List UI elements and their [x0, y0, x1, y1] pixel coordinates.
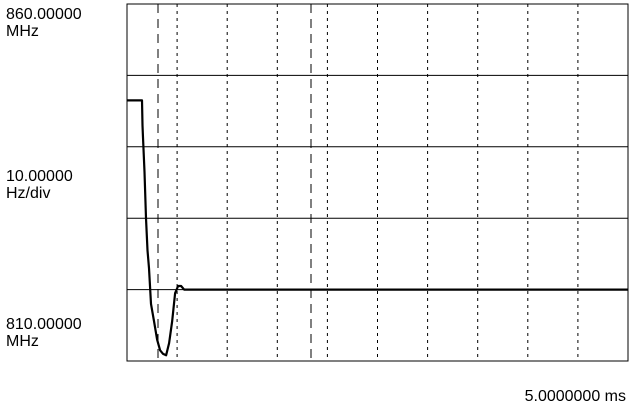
- y-scale-label: 10.00000 Hz/div: [6, 168, 73, 202]
- y-bottom-unit: MHz: [6, 333, 39, 350]
- y-bottom-value: 810.00000: [6, 316, 82, 333]
- y-top-value: 860.00000: [6, 6, 82, 23]
- plot-frame: [126, 3, 629, 362]
- y-scale-unit: Hz/div: [6, 185, 51, 202]
- y-top-label: 860.00000 MHz: [6, 6, 82, 40]
- marker-lines: [157, 4, 312, 361]
- y-bottom-label: 810.00000 MHz: [6, 316, 82, 350]
- y-top-unit: MHz: [6, 23, 39, 40]
- series-trace: [127, 99, 628, 357]
- x-span-label: 5.0000000 ms: [524, 388, 626, 405]
- grid: [127, 4, 628, 361]
- y-scale-value: 10.00000: [6, 168, 73, 185]
